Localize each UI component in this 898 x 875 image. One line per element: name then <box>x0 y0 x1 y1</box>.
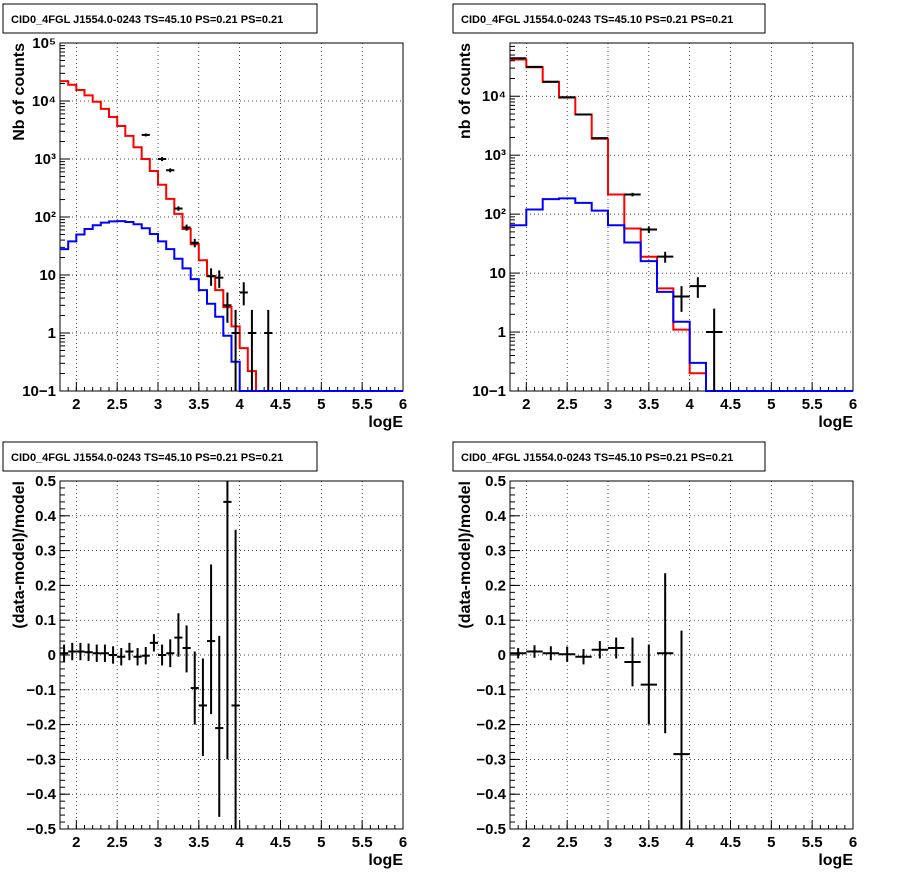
x-tick-label: 5.5 <box>802 834 823 851</box>
x-axis-label: logE <box>818 414 853 431</box>
x-tick-label: 5.5 <box>352 834 373 851</box>
y-tick-label: 0.4 <box>485 508 507 525</box>
y-tick-label: 1 <box>48 325 56 342</box>
x-tick-label: 6 <box>399 396 407 413</box>
y-tick-label: 10⁴ <box>482 88 506 105</box>
x-tick-label: 4.5 <box>720 834 741 851</box>
y-axis-label: (data-model)/model <box>11 481 28 629</box>
y-tick-label: 10−1 <box>472 383 506 400</box>
y-tick-label: −0.1 <box>26 682 56 699</box>
x-tick-label: 5 <box>317 396 325 413</box>
y-tick-label: 0.3 <box>485 543 506 560</box>
y-tick-label: 0.2 <box>485 577 506 594</box>
x-tick-label: 3.5 <box>638 834 659 851</box>
y-tick-label: 0 <box>498 647 506 664</box>
y-tick-label: 0.2 <box>35 577 56 594</box>
chart-title: CID0_4FGL J1554.0-0243 TS=45.10 PS=0.21 … <box>11 14 283 26</box>
chart-title: CID0_4FGL J1554.0-0243 TS=45.10 PS=0.21 … <box>11 452 283 464</box>
x-tick-label: 3 <box>604 396 612 413</box>
x-tick-label: 4 <box>685 396 694 413</box>
chart-title: CID0_4FGL J1554.0-0243 TS=45.10 PS=0.21 … <box>461 452 733 464</box>
y-tick-label: 10² <box>484 206 506 223</box>
y-tick-label: −0.1 <box>476 682 506 699</box>
x-tick-label: 6 <box>399 834 407 851</box>
y-tick-label: 0.5 <box>485 473 506 490</box>
x-tick-label: 2 <box>72 834 80 851</box>
x-tick-label: 4.5 <box>270 396 291 413</box>
panel-counts-right: CID0_4FGL J1554.0-0243 TS=45.10 PS=0.21 … <box>452 3 857 431</box>
y-tick-label: 0 <box>48 647 56 664</box>
y-tick-label: 0.1 <box>485 612 506 629</box>
y-tick-label: 0.4 <box>35 508 57 525</box>
x-tick-label: 5.5 <box>802 396 823 413</box>
x-axis-label: logE <box>818 852 853 869</box>
y-tick-label: 10 <box>39 267 56 284</box>
histogram-series-model-source <box>510 197 853 392</box>
plot-frame <box>509 42 854 392</box>
y-tick-label: 10² <box>34 209 56 226</box>
x-tick-label: 3 <box>604 834 612 851</box>
y-tick-label: 10³ <box>484 147 506 164</box>
x-tick-label: 2.5 <box>107 396 128 413</box>
y-axis-label: nb of counts <box>457 43 474 139</box>
x-tick-label: 3.5 <box>188 834 209 851</box>
y-tick-label: 0.1 <box>35 612 56 629</box>
x-tick-label: 5.5 <box>352 396 373 413</box>
y-tick-label: −0.3 <box>26 751 56 768</box>
y-tick-label: −0.2 <box>26 717 56 734</box>
x-tick-label: 4 <box>235 396 244 413</box>
x-tick-label: 2.5 <box>557 396 578 413</box>
x-tick-label: 2 <box>522 834 530 851</box>
panel-counts-left: CID0_4FGL J1554.0-0243 TS=45.10 PS=0.21 … <box>2 3 407 431</box>
x-tick-label: 2 <box>522 396 530 413</box>
y-tick-label: −0.4 <box>476 786 506 803</box>
y-tick-label: 10−1 <box>22 383 56 400</box>
y-tick-label: 0.3 <box>35 543 56 560</box>
y-tick-label: −0.5 <box>26 821 56 838</box>
x-tick-label: 3.5 <box>188 396 209 413</box>
y-tick-label: 10⁵ <box>32 35 56 52</box>
y-tick-label: 10³ <box>34 151 56 168</box>
x-tick-label: 3 <box>154 396 162 413</box>
y-tick-label: −0.4 <box>26 786 56 803</box>
y-tick-label: 10⁴ <box>32 93 56 110</box>
x-tick-label: 4 <box>235 834 244 851</box>
panel-residuals-left: CID0_4FGL J1554.0-0243 TS=45.10 PS=0.21 … <box>2 441 407 869</box>
x-tick-label: 4.5 <box>270 834 291 851</box>
y-tick-label: −0.5 <box>476 821 506 838</box>
y-tick-label: 1 <box>498 324 506 341</box>
x-tick-label: 3.5 <box>638 396 659 413</box>
panel-residuals-right: CID0_4FGL J1554.0-0243 TS=45.10 PS=0.21 … <box>452 441 857 869</box>
x-tick-label: 2.5 <box>107 834 128 851</box>
x-tick-label: 2.5 <box>557 834 578 851</box>
y-tick-label: −0.2 <box>476 717 506 734</box>
x-tick-label: 6 <box>849 396 857 413</box>
x-axis-label: logE <box>368 414 403 431</box>
y-tick-label: 10 <box>489 265 506 282</box>
y-tick-label: 0.5 <box>35 473 56 490</box>
x-tick-label: 3 <box>154 834 162 851</box>
y-tick-label: −0.3 <box>476 751 506 768</box>
x-tick-label: 5 <box>767 396 775 413</box>
x-axis-label: logE <box>368 852 403 869</box>
y-axis-label: Nb of counts <box>11 43 28 141</box>
x-tick-label: 6 <box>849 834 857 851</box>
chart-title: CID0_4FGL J1554.0-0243 TS=45.10 PS=0.21 … <box>461 14 733 26</box>
title-box <box>2 441 318 472</box>
title-box <box>452 441 766 472</box>
x-tick-label: 5 <box>317 834 325 851</box>
histogram-series-model-source <box>60 220 403 392</box>
title-box <box>452 3 766 34</box>
x-tick-label: 4.5 <box>720 396 741 413</box>
x-tick-label: 2 <box>72 396 80 413</box>
x-tick-label: 5 <box>767 834 775 851</box>
title-box <box>2 3 318 34</box>
y-axis-label: (data-model)/model <box>457 481 474 629</box>
x-tick-label: 4 <box>685 834 694 851</box>
